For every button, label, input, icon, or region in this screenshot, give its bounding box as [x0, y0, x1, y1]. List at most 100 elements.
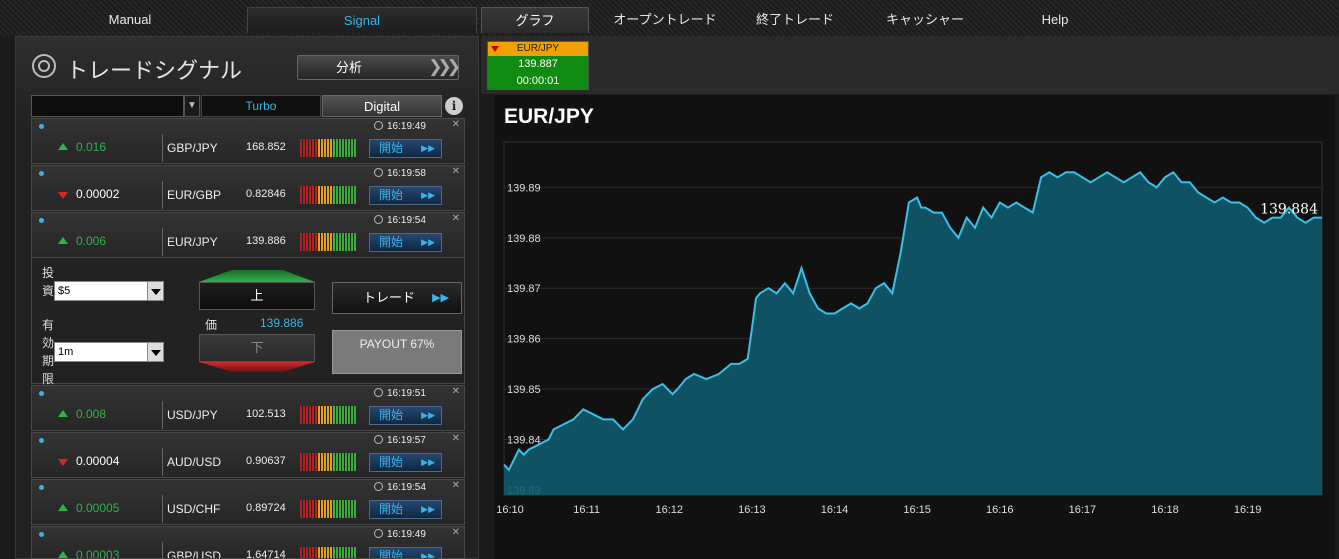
signals-panel: トレードシグナル 分析 ❯❯❯ ▼ Turbo Digital i 16:19:… — [15, 36, 479, 559]
y-tick-label: 139.86 — [507, 334, 541, 346]
signal-row: 16:19:51 ✕ 0.008 USD/JPY 102.513 開始 ▶▶ — [31, 385, 465, 431]
tab-digital[interactable]: Digital — [322, 95, 442, 117]
close-icon[interactable]: ✕ — [451, 527, 460, 538]
tab-closed-trades[interactable]: 終了トレード — [755, 12, 834, 27]
payout-box: PAYOUT 67% — [332, 330, 462, 374]
signal-time: 16:19:54 — [374, 215, 426, 226]
chart-title: EUR/JPY — [504, 105, 594, 128]
strength-meter — [300, 139, 356, 157]
arrow-down-icon — [58, 459, 68, 466]
ticker-timer: 00:00:01 — [488, 73, 588, 90]
up-button[interactable]: 上 — [199, 270, 315, 310]
x-tick-label: 16:17 — [1069, 504, 1097, 516]
close-icon[interactable]: ✕ — [451, 119, 460, 130]
rate-value: 1.64714 — [246, 549, 286, 559]
analyze-button[interactable]: 分析 ❯❯❯ — [297, 55, 461, 80]
order-form: 投資 $5 有効期限 1m 上 価 139.886 下 トレード ▶▶ PAYOU… — [31, 257, 465, 386]
arrow-up-icon — [58, 143, 68, 150]
start-button[interactable]: 開始 ▶▶ — [369, 233, 442, 252]
close-icon[interactable]: ✕ — [451, 433, 460, 444]
tab-signal[interactable]: Signal — [247, 7, 477, 33]
current-price-label: 139.884 — [1260, 202, 1318, 218]
start-button[interactable]: 開始 ▶▶ — [369, 453, 442, 472]
start-button[interactable]: 開始 ▶▶ — [369, 186, 442, 205]
y-tick-label: 139.84 — [507, 435, 541, 447]
change-value: 0.00002 — [76, 187, 120, 201]
asset-filter-select[interactable] — [31, 95, 184, 117]
tab-help[interactable]: Help — [1041, 12, 1069, 27]
double-chevron-icon: ▶▶ — [421, 143, 435, 153]
signal-time: 16:19:54 — [374, 482, 426, 493]
x-tick-label: 16:14 — [821, 504, 849, 516]
tab-turbo[interactable]: Turbo — [201, 95, 321, 117]
start-button[interactable]: 開始 ▶▶ — [369, 500, 442, 519]
status-dot — [39, 438, 44, 443]
close-icon[interactable]: ✕ — [451, 386, 460, 397]
tab-cashier[interactable]: キャッシャー — [885, 12, 964, 27]
strength-meter — [300, 233, 356, 251]
analyze-label: 分析 — [336, 60, 363, 75]
rate-value: 0.90637 — [246, 455, 286, 467]
rate-value: 102.513 — [246, 408, 286, 420]
ticker-rate: 139.887 — [488, 56, 588, 73]
info-icon[interactable]: i — [445, 97, 463, 115]
x-tick-label: 16:10 — [496, 504, 524, 516]
tab-manual[interactable]: Manual — [108, 12, 152, 27]
price-chart: 139.83139.84139.85139.86139.87139.88139.… — [496, 141, 1323, 516]
ticker-pair: EUR/JPY — [488, 42, 588, 56]
status-dot — [39, 124, 44, 129]
close-icon[interactable]: ✕ — [451, 166, 460, 177]
y-tick-label: 139.87 — [507, 283, 541, 295]
price-area — [504, 172, 1322, 496]
double-chevron-icon: ▶▶ — [432, 292, 449, 304]
x-tick-label: 16:19 — [1234, 504, 1262, 516]
signal-time: 16:19:49 — [374, 121, 426, 132]
price-chart-panel: 139.83139.84139.85139.86139.87139.88139.… — [494, 95, 1335, 559]
start-button[interactable]: 開始 ▶▶ — [369, 139, 442, 158]
investment-select[interactable]: $5 — [54, 281, 164, 301]
change-value: 0.00005 — [76, 501, 120, 515]
price-label: 価 — [205, 318, 218, 332]
down-button[interactable]: 下 — [199, 334, 315, 374]
status-dot — [39, 391, 44, 396]
tab-open-trades[interactable]: オープントレード — [613, 12, 717, 27]
start-button[interactable]: 開始 ▶▶ — [369, 406, 442, 425]
arrow-up-icon — [199, 270, 315, 282]
asset-ticker[interactable]: EUR/JPY 139.887 00:00:01 — [487, 41, 589, 90]
status-dot — [39, 532, 44, 537]
signal-time: 16:19:57 — [374, 435, 426, 446]
double-chevron-icon: ▶▶ — [421, 410, 435, 420]
rate-value: 0.89724 — [246, 502, 286, 514]
dropdown-arrow-icon[interactable]: ▼ — [184, 95, 200, 117]
chevron-right-icon: ❯❯❯ — [428, 57, 461, 76]
arrow-up-icon — [58, 237, 68, 244]
strength-meter — [300, 186, 356, 204]
signal-row: 16:19:54 ✕ 0.00005 USD/CHF 0.89724 開始 ▶▶ — [31, 479, 465, 525]
y-tick-label: 139.89 — [507, 182, 541, 194]
x-tick-label: 16:12 — [655, 504, 683, 516]
tab-graph[interactable]: グラフ — [481, 7, 589, 33]
double-chevron-icon: ▶▶ — [421, 504, 435, 514]
pair-name: EUR/GBP — [162, 181, 221, 209]
signal-time: 16:19:58 — [374, 168, 426, 179]
arrow-down-icon — [58, 192, 68, 199]
strength-meter — [300, 547, 356, 558]
trade-button[interactable]: トレード ▶▶ — [332, 282, 462, 314]
close-icon[interactable]: ✕ — [451, 213, 460, 224]
x-tick-label: 16:11 — [573, 504, 600, 516]
status-dot — [39, 485, 44, 490]
close-icon[interactable]: ✕ — [451, 480, 460, 491]
arrow-up-icon — [58, 410, 68, 417]
investment-label: 投資 — [42, 266, 55, 298]
change-value: 0.016 — [76, 140, 107, 154]
clock-icon — [374, 215, 383, 224]
expiry-select[interactable]: 1m — [54, 342, 164, 362]
graph-toolbar — [481, 36, 1339, 94]
start-button[interactable]: 開始 ▶▶ — [369, 547, 442, 558]
pair-name: AUD/USD — [162, 448, 221, 476]
clock-icon — [374, 435, 383, 444]
signal-row: 16:19:54 ✕ 0.006 EUR/JPY 139.886 開始 ▶▶ — [31, 212, 465, 258]
arrow-up-icon — [58, 551, 68, 558]
down-label: 下 — [199, 334, 315, 362]
strength-meter — [300, 453, 356, 471]
